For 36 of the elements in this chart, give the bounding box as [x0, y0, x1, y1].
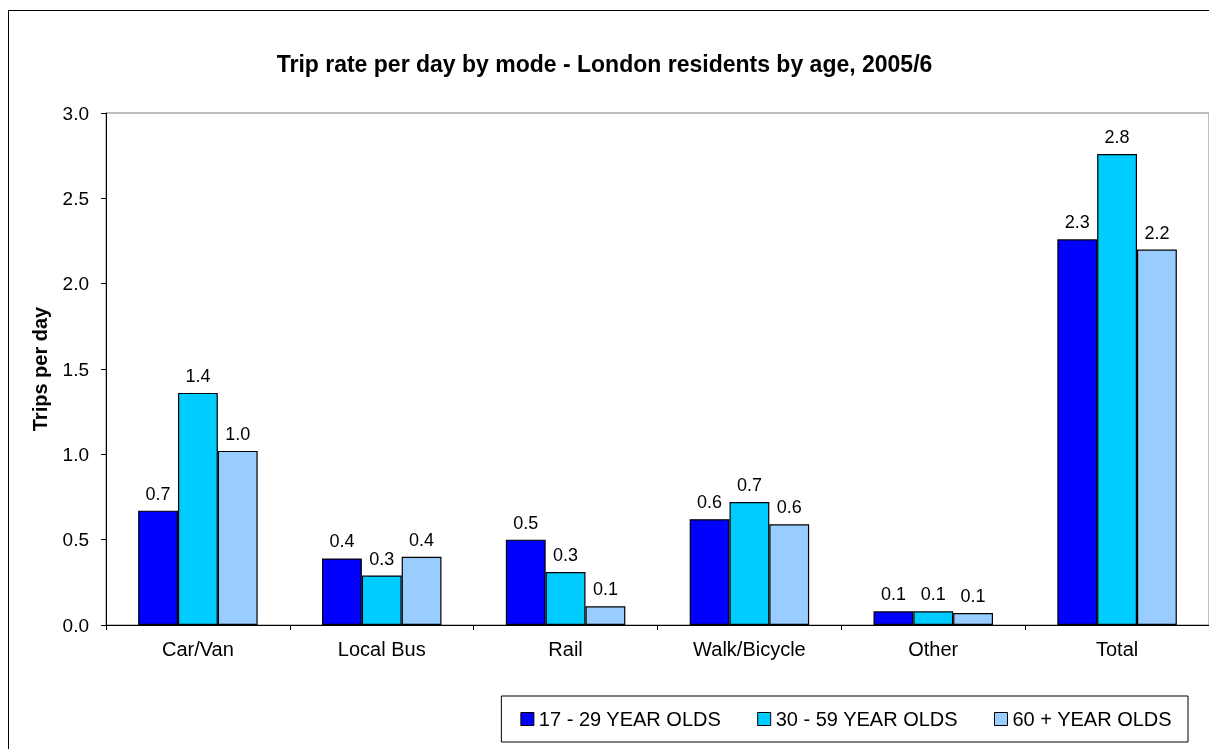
data-label: 0.7 [736, 475, 762, 496]
data-label: 2.2 [1144, 222, 1170, 243]
y-tick-label: 1.0 [62, 443, 89, 465]
y-tick-label: 2.5 [62, 187, 89, 209]
data-label: 0.1 [592, 579, 618, 600]
y-tick-label: 2.0 [62, 273, 89, 295]
data-label: 0.1 [880, 584, 906, 605]
data-label: 0.7 [145, 483, 171, 504]
chart-title: Trip rate per day by mode - London residents by age, 2005/6 [276, 50, 933, 77]
data-label: 1.4 [185, 365, 211, 386]
legend-label: 17 - 29 YEAR OLDS [538, 708, 721, 730]
x-tick-label: Other [908, 638, 959, 660]
data-label: 0.3 [369, 548, 395, 569]
data-label: 0.3 [553, 545, 579, 566]
x-tick-label: Walk/Bicycle [693, 638, 806, 660]
x-tick-label: Local Bus [337, 638, 426, 660]
legend-label: 30 - 59 YEAR OLDS [775, 708, 958, 730]
data-label: 2.3 [1064, 212, 1090, 233]
y-tick-label: 0.5 [62, 529, 89, 551]
x-tick-label: Rail [548, 638, 583, 660]
y-tick-label: 1.5 [62, 358, 89, 380]
x-tick-label: Car/Van [161, 638, 234, 660]
data-label: 1.0 [225, 423, 251, 444]
data-label: 0.1 [920, 584, 946, 605]
data-label: 0.4 [409, 529, 435, 550]
x-tick-label: Total [1095, 638, 1139, 660]
data-label: 0.4 [329, 531, 355, 552]
y-tick-label: 0.0 [62, 614, 89, 636]
data-label: 0.1 [960, 586, 986, 607]
data-label: 2.8 [1104, 126, 1130, 147]
y-axis-title: Trips per day [29, 305, 51, 432]
y-tick-label: 3.0 [62, 102, 89, 124]
data-label: 0.6 [776, 497, 802, 518]
data-label: 0.6 [697, 492, 723, 513]
data-label: 0.5 [513, 512, 539, 533]
legend-label: 60 + YEAR OLDS [1012, 708, 1172, 730]
